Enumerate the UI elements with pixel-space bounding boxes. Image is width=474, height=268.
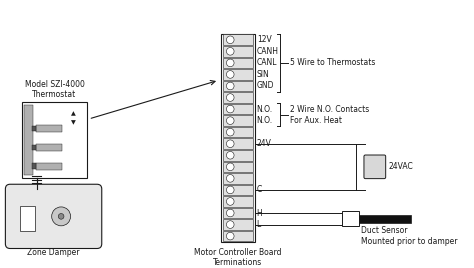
Bar <box>342 211 359 226</box>
Bar <box>223 58 253 68</box>
Bar <box>36 125 62 132</box>
Circle shape <box>227 36 234 44</box>
Text: GND: GND <box>257 81 274 91</box>
Circle shape <box>52 207 71 226</box>
Circle shape <box>227 140 234 147</box>
Circle shape <box>227 198 234 205</box>
Circle shape <box>227 47 234 55</box>
Text: 5 Wire to Thermostats: 5 Wire to Thermostats <box>290 58 375 67</box>
Bar <box>19 206 35 230</box>
Bar <box>223 173 253 184</box>
Circle shape <box>227 59 234 67</box>
Bar <box>223 185 253 195</box>
Circle shape <box>227 209 234 217</box>
Text: 2 Wire N.O. Contacts
For Aux. Heat: 2 Wire N.O. Contacts For Aux. Heat <box>290 105 369 125</box>
Circle shape <box>58 214 64 219</box>
Bar <box>223 208 253 218</box>
Bar <box>223 219 253 230</box>
Circle shape <box>227 174 234 182</box>
Bar <box>24 105 33 175</box>
Bar <box>22 102 87 178</box>
Text: H: H <box>257 209 263 218</box>
Bar <box>32 163 36 169</box>
Bar <box>221 34 255 242</box>
Bar <box>223 231 253 241</box>
Bar <box>359 215 411 222</box>
Circle shape <box>227 94 234 101</box>
Bar <box>223 196 253 207</box>
Text: Model SZI-4000
Thermostat: Model SZI-4000 Thermostat <box>25 80 84 99</box>
Bar <box>36 162 62 170</box>
Circle shape <box>227 163 234 171</box>
Text: Duct Sensor
Mounted prior to damper: Duct Sensor Mounted prior to damper <box>361 226 457 246</box>
Text: Zone Damper: Zone Damper <box>27 248 80 256</box>
Bar <box>223 127 253 137</box>
Bar <box>223 104 253 114</box>
Bar <box>223 69 253 80</box>
Bar <box>36 144 62 151</box>
Text: L: L <box>257 220 261 229</box>
Text: ▲: ▲ <box>71 111 76 116</box>
Circle shape <box>227 186 234 194</box>
Text: N.O.: N.O. <box>257 116 273 125</box>
Text: SIN: SIN <box>257 70 269 79</box>
Bar <box>223 150 253 161</box>
Bar <box>223 81 253 91</box>
Circle shape <box>227 71 234 78</box>
Bar <box>32 126 36 131</box>
Circle shape <box>227 232 234 240</box>
Circle shape <box>227 128 234 136</box>
FancyBboxPatch shape <box>364 155 386 179</box>
Bar <box>32 144 36 150</box>
Bar <box>223 46 253 57</box>
FancyBboxPatch shape <box>5 184 102 248</box>
Bar <box>223 35 253 45</box>
Bar <box>223 162 253 172</box>
Circle shape <box>227 117 234 124</box>
Bar <box>223 138 253 149</box>
Text: 24VAC: 24VAC <box>388 162 413 171</box>
Bar <box>223 115 253 126</box>
Text: CANL: CANL <box>257 58 277 67</box>
Text: CANH: CANH <box>257 47 279 56</box>
Circle shape <box>227 221 234 228</box>
Text: 12V: 12V <box>257 35 272 44</box>
Text: N.O.: N.O. <box>257 105 273 114</box>
Text: Motor Controller Board
Terminations: Motor Controller Board Terminations <box>194 248 282 267</box>
Circle shape <box>227 151 234 159</box>
Text: 24V: 24V <box>257 139 272 148</box>
Bar <box>223 92 253 103</box>
Text: C: C <box>257 185 262 194</box>
Circle shape <box>227 105 234 113</box>
Text: ▼: ▼ <box>71 120 76 125</box>
Circle shape <box>227 82 234 90</box>
